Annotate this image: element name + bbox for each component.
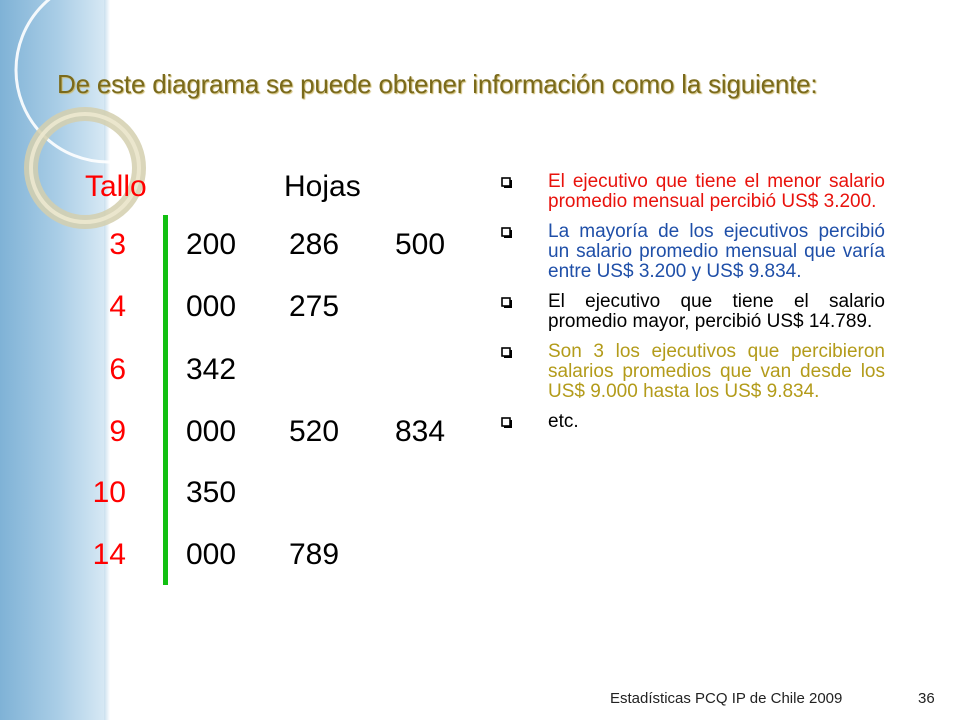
stem-value: 3 xyxy=(109,228,126,261)
table-row: 10 350 xyxy=(0,476,460,516)
list-item: El ejecutivo que tiene el salario promed… xyxy=(497,292,885,332)
footer-text: Estadísticas PCQ IP de Chile 2009 xyxy=(610,690,843,707)
bullet-text: La mayoría de los ejecutivos percibió un… xyxy=(548,221,885,282)
hollow-square-icon xyxy=(501,177,512,188)
stem-value: 4 xyxy=(109,290,126,323)
stem-value: 6 xyxy=(109,353,126,386)
stem-value: 14 xyxy=(92,538,126,571)
list-item: La mayoría de los ejecutivos percibió un… xyxy=(497,222,885,282)
hollow-square-icon xyxy=(501,297,512,308)
bullet-text: El ejecutivo que tiene el salario promed… xyxy=(548,291,885,332)
bullet-text: etc. xyxy=(548,411,579,432)
leaf-value: 200 xyxy=(186,228,237,261)
leaf-value: 342 xyxy=(186,353,237,386)
bullet-text: El ejecutivo que tiene el menor salario … xyxy=(548,171,885,212)
leaf-value: 275 xyxy=(289,290,340,323)
leaf-value: 000 xyxy=(186,415,237,448)
hollow-square-icon xyxy=(501,347,512,358)
decorative-circles xyxy=(14,0,202,229)
table-row: 9 000 520 834 xyxy=(0,415,460,455)
stem-value: 9 xyxy=(109,415,126,448)
list-item: Son 3 los ejecutivos que percibieron sal… xyxy=(497,342,885,402)
leaf-value: 000 xyxy=(186,290,237,323)
stem-value: 10 xyxy=(92,476,126,509)
leaf-value: 350 xyxy=(186,476,237,509)
table-row: 3 200 286 500 xyxy=(0,228,460,268)
left-band-edge xyxy=(104,0,110,720)
hollow-square-icon xyxy=(501,227,512,238)
bullet-list: El ejecutivo que tiene el menor salario … xyxy=(497,172,885,442)
page-title: De este diagrama se puede obtener inform… xyxy=(57,69,818,99)
list-item: etc. xyxy=(497,412,885,432)
leaf-value: 000 xyxy=(186,538,237,571)
table-row: 14 000 789 xyxy=(0,538,460,578)
list-item: El ejecutivo que tiene el menor salario … xyxy=(497,172,885,212)
leaf-value: 286 xyxy=(289,228,340,261)
leaf-value: 500 xyxy=(395,228,446,261)
leaf-value: 834 xyxy=(395,415,446,448)
table-row: 4 000 275 xyxy=(0,290,460,330)
leaf-header: Hojas xyxy=(284,170,361,203)
leaf-value: 520 xyxy=(289,415,340,448)
page-number: 36 xyxy=(918,690,935,707)
bullet-text: Son 3 los ejecutivos que percibieron sal… xyxy=(548,341,885,402)
stem-divider-line xyxy=(163,215,168,585)
hollow-square-icon xyxy=(501,417,512,428)
leaf-value: 789 xyxy=(289,538,340,571)
table-row: 6 342 xyxy=(0,353,460,393)
stem-header: Tallo xyxy=(85,170,147,203)
